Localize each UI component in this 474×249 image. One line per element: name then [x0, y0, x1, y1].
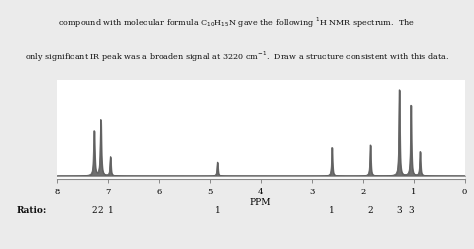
Text: 2: 2	[367, 206, 373, 215]
Text: 1: 1	[108, 206, 113, 215]
Text: Ratio:: Ratio:	[17, 206, 47, 215]
Text: compound with molecular formula C$_{10}$H$_{15}$N gave the following $^1$H NMR s: compound with molecular formula C$_{10}$…	[58, 16, 416, 30]
Text: 3: 3	[408, 206, 414, 215]
X-axis label: PPM: PPM	[250, 198, 272, 207]
Text: 1: 1	[215, 206, 220, 215]
Text: 3: 3	[396, 206, 402, 215]
Text: 1: 1	[329, 206, 335, 215]
Text: 2: 2	[98, 206, 103, 215]
Text: 2: 2	[91, 206, 97, 215]
Text: only significant IR peak was a broaden signal at 3220 cm$^{-1}$.  Draw a structu: only significant IR peak was a broaden s…	[25, 49, 449, 64]
